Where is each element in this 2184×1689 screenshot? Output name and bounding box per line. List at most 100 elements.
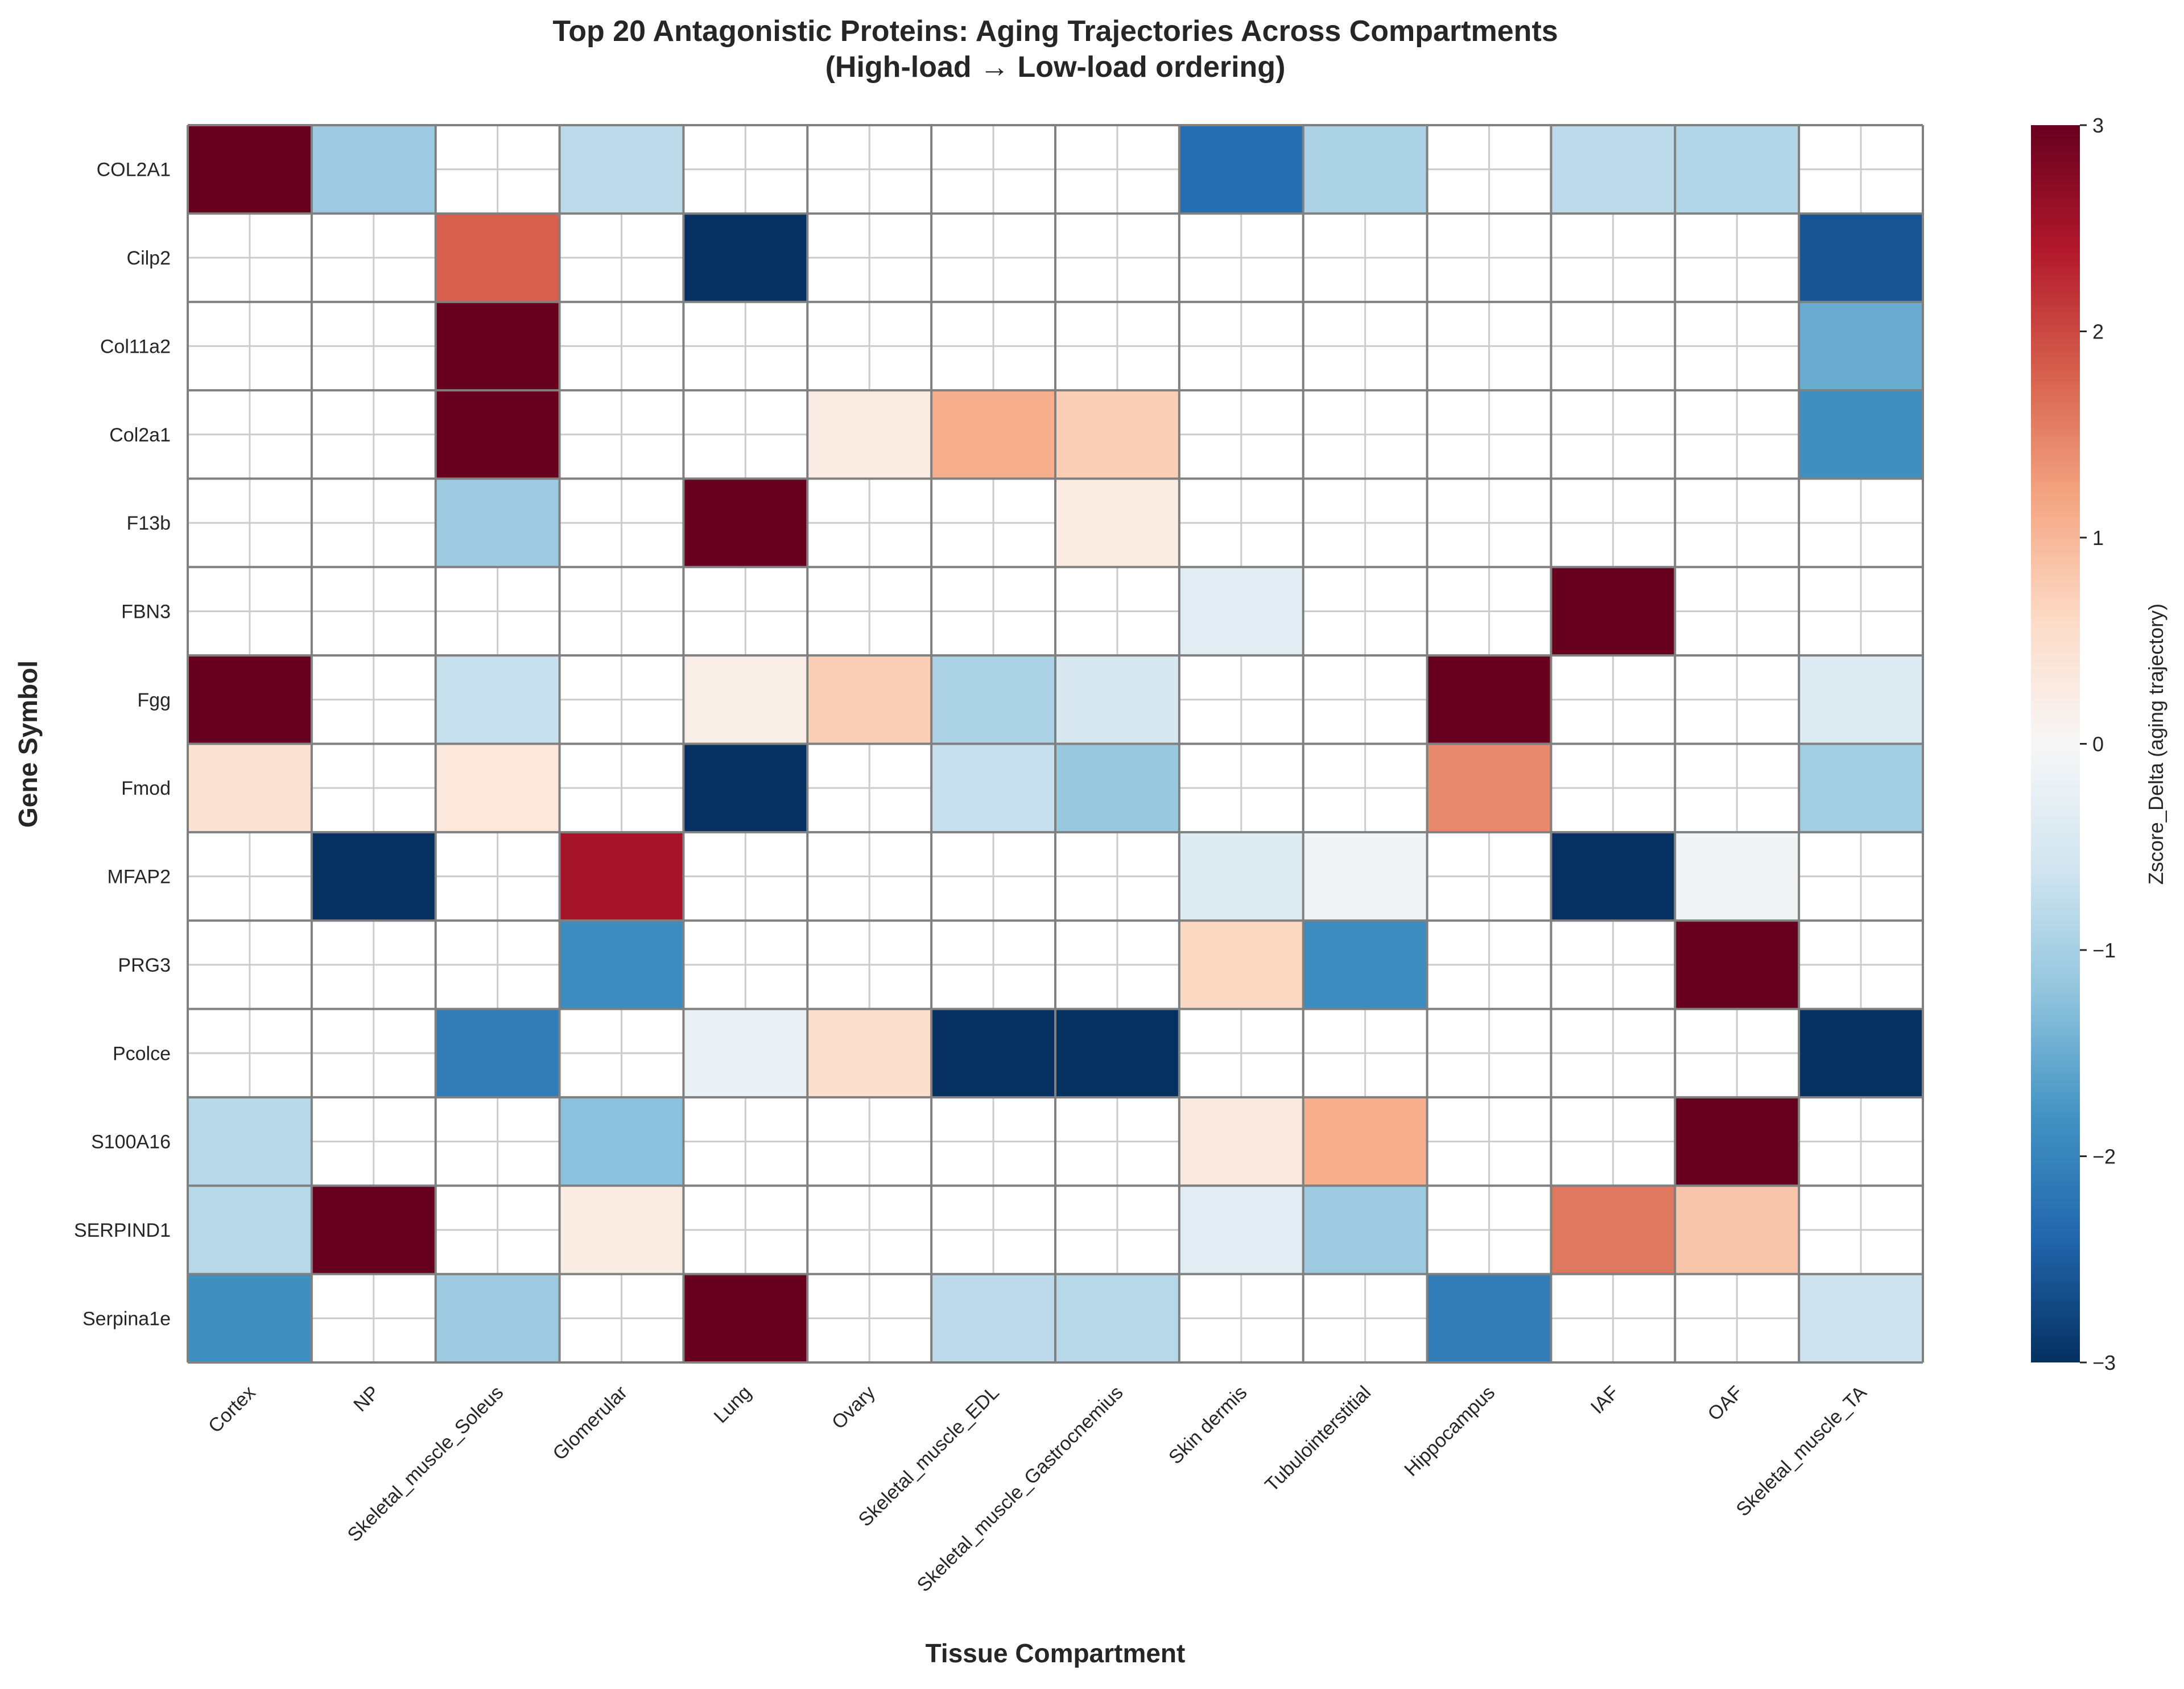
colorbar-label: Zscore_Delta (aging trajectory) <box>2144 604 2168 885</box>
colorbar-tick-label: −3 <box>2092 1351 2116 1374</box>
heatmap-cell <box>435 655 560 744</box>
x-tick-label: Skeletal_muscle_TA <box>1732 1382 1871 1521</box>
heatmap-cell <box>931 1009 1055 1097</box>
heatmap-cell <box>683 655 808 744</box>
y-tick-label: Fgg <box>137 689 171 711</box>
y-tick-label: SERPIND1 <box>74 1220 171 1241</box>
heatmap-cell <box>559 832 684 921</box>
heatmap-cell <box>1303 1097 1427 1186</box>
heatmap-cell <box>1799 213 1923 302</box>
colorbar-tick-label: 0 <box>2092 733 2104 756</box>
heatmap-cell <box>311 832 436 921</box>
heatmap-cell <box>435 1274 560 1362</box>
heatmap-cell <box>1427 744 1551 832</box>
heatmap-cell <box>1799 655 1923 744</box>
colorbar-tick-label: 1 <box>2092 526 2104 550</box>
heatmap-cell <box>435 302 560 391</box>
heatmap-cell <box>1551 832 1675 921</box>
heatmap-cell <box>1675 920 1799 1009</box>
heatmap-cell <box>1675 1097 1799 1186</box>
heatmap-cell <box>559 125 684 214</box>
heatmap-cell <box>931 744 1055 832</box>
colorbar <box>2031 125 2080 1362</box>
x-tick-label: Lung <box>710 1382 755 1427</box>
heatmap-cell <box>1799 1009 1923 1097</box>
heatmap-cell <box>1551 125 1675 214</box>
heatmap-cell <box>435 1009 560 1097</box>
y-tick-label: Pcolce <box>113 1043 171 1064</box>
x-tick-label: NP <box>349 1382 383 1416</box>
cell-borders <box>187 124 1924 1364</box>
y-tick-label: Cilp2 <box>127 247 171 269</box>
y-tick-label: F13b <box>127 513 171 534</box>
heatmap-cell <box>435 213 560 302</box>
heatmap-cell <box>1799 744 1923 832</box>
heatmap-cell <box>1303 832 1427 921</box>
x-tick-label: OAF <box>1704 1382 1747 1425</box>
heatmap-cell <box>435 390 560 479</box>
heatmap-cell <box>1055 390 1179 479</box>
y-tick-label: PRG3 <box>118 955 171 976</box>
heatmap-cell <box>1303 1186 1427 1274</box>
y-tick-label: MFAP2 <box>108 866 171 888</box>
heatmap-cell <box>559 1186 684 1274</box>
x-tick-label: IAF <box>1587 1382 1623 1418</box>
heatmap-cell <box>188 655 312 744</box>
heatmap-cell <box>1427 1274 1551 1362</box>
x-axis-title: Tissue Compartment <box>926 1638 1186 1668</box>
y-tick-label: Serpina1e <box>82 1308 171 1329</box>
heatmap-cell <box>1427 655 1551 744</box>
heatmap-cell <box>559 920 684 1009</box>
heatmap-cell <box>188 744 312 832</box>
x-tick-label: Skin dermis <box>1165 1382 1251 1468</box>
x-tick-label: Cortex <box>204 1382 260 1438</box>
heatmap-cell <box>188 1274 312 1362</box>
heatmap-cells <box>188 125 1923 1362</box>
heatmap-cell <box>1303 920 1427 1009</box>
heatmap-cell <box>683 1009 808 1097</box>
heatmap-cell <box>1179 832 1303 921</box>
heatmap-cell <box>1179 125 1303 214</box>
y-tick-label: S100A16 <box>91 1131 171 1153</box>
colorbar-ticks: 3 2 1 0 −1 −2 −3 <box>2080 114 2116 1374</box>
heatmap-cell <box>1055 1009 1179 1097</box>
heatmap-cell <box>1303 125 1427 214</box>
heatmap-cell <box>311 1186 436 1274</box>
chart-title: Top 20 Antagonistic Proteins: Aging Traj… <box>552 15 1558 48</box>
colorbar-tick-label: −2 <box>2092 1145 2116 1168</box>
x-tick-label: Hippocampus <box>1400 1382 1499 1481</box>
heatmap-cell <box>807 655 932 744</box>
heatmap-cell <box>683 213 808 302</box>
heatmap-cell <box>1179 1097 1303 1186</box>
heatmap-cell <box>1799 302 1923 391</box>
y-tick-label: Col11a2 <box>100 336 171 357</box>
heatmap-cell <box>807 390 932 479</box>
heatmap-cell <box>311 125 436 214</box>
heatmap-cell <box>931 1274 1055 1362</box>
heatmap-cell <box>683 1274 808 1362</box>
y-tick-label: FBN3 <box>121 601 171 622</box>
heatmap-cell <box>188 1186 312 1274</box>
heatmap-cell <box>1799 390 1923 479</box>
heatmap-cell <box>1551 567 1675 656</box>
y-tick-label: Col2a1 <box>109 424 171 446</box>
heatmap-cell <box>683 478 808 567</box>
heatmap-cell <box>188 1097 312 1186</box>
heatmap-cell <box>1055 478 1179 567</box>
heatmap-cell <box>1055 744 1179 832</box>
colorbar-tick-label: −1 <box>2092 939 2116 962</box>
heatmap-cell <box>1675 832 1799 921</box>
heatmap-cell <box>683 744 808 832</box>
heatmap-cell <box>1055 1274 1179 1362</box>
x-tick-label: Ovary <box>828 1382 880 1434</box>
heatmap-cell <box>1799 1274 1923 1362</box>
x-tick-label: Glomerular <box>548 1382 631 1465</box>
heatmap-cell <box>559 1097 684 1186</box>
x-tick-label: Skeletal_muscle_EDL <box>854 1382 1004 1531</box>
colorbar-tick-label: 3 <box>2092 114 2104 137</box>
heatmap-cell <box>188 125 312 214</box>
heatmap-cell <box>1675 1186 1799 1274</box>
y-tick-label: Fmod <box>121 778 171 799</box>
